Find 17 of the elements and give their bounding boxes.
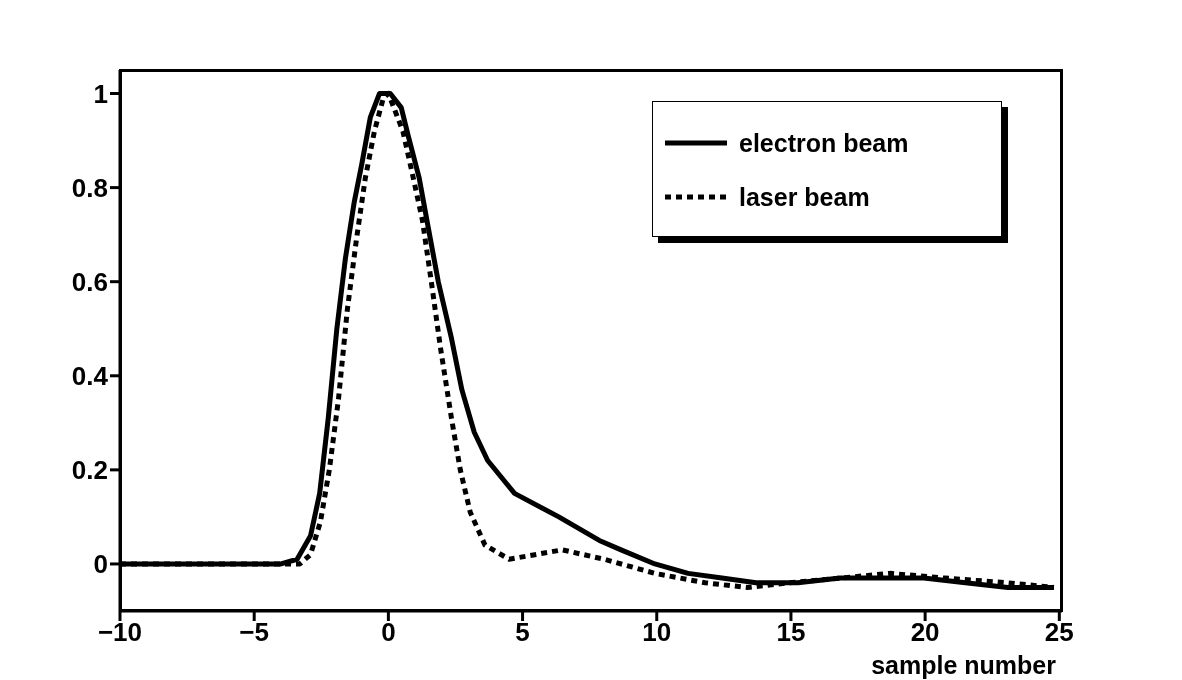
x-tick-label: 20 xyxy=(910,617,940,648)
x-tick-label: −5 xyxy=(239,617,270,648)
x-tick-label: 10 xyxy=(642,617,672,648)
x-tick-label: 0 xyxy=(381,617,396,648)
x-tick-label: 15 xyxy=(776,617,806,648)
y-tick-label: 0.6 xyxy=(71,266,108,297)
x-tick-label: −10 xyxy=(97,617,143,648)
y-tick-label: 0.2 xyxy=(71,455,108,486)
y-tick-label: 1 xyxy=(93,78,108,109)
x-tick-label: 5 xyxy=(515,617,530,648)
y-tick-label: 0.4 xyxy=(71,361,109,392)
y-tick-label: 0.8 xyxy=(71,172,108,203)
x-axis-title: sample number xyxy=(871,651,1057,679)
y-tick-label: 0 xyxy=(93,549,108,580)
legend-label: laser beam xyxy=(739,182,870,212)
x-tick-label: 25 xyxy=(1044,617,1074,648)
legend-label: electron beam xyxy=(739,128,909,158)
